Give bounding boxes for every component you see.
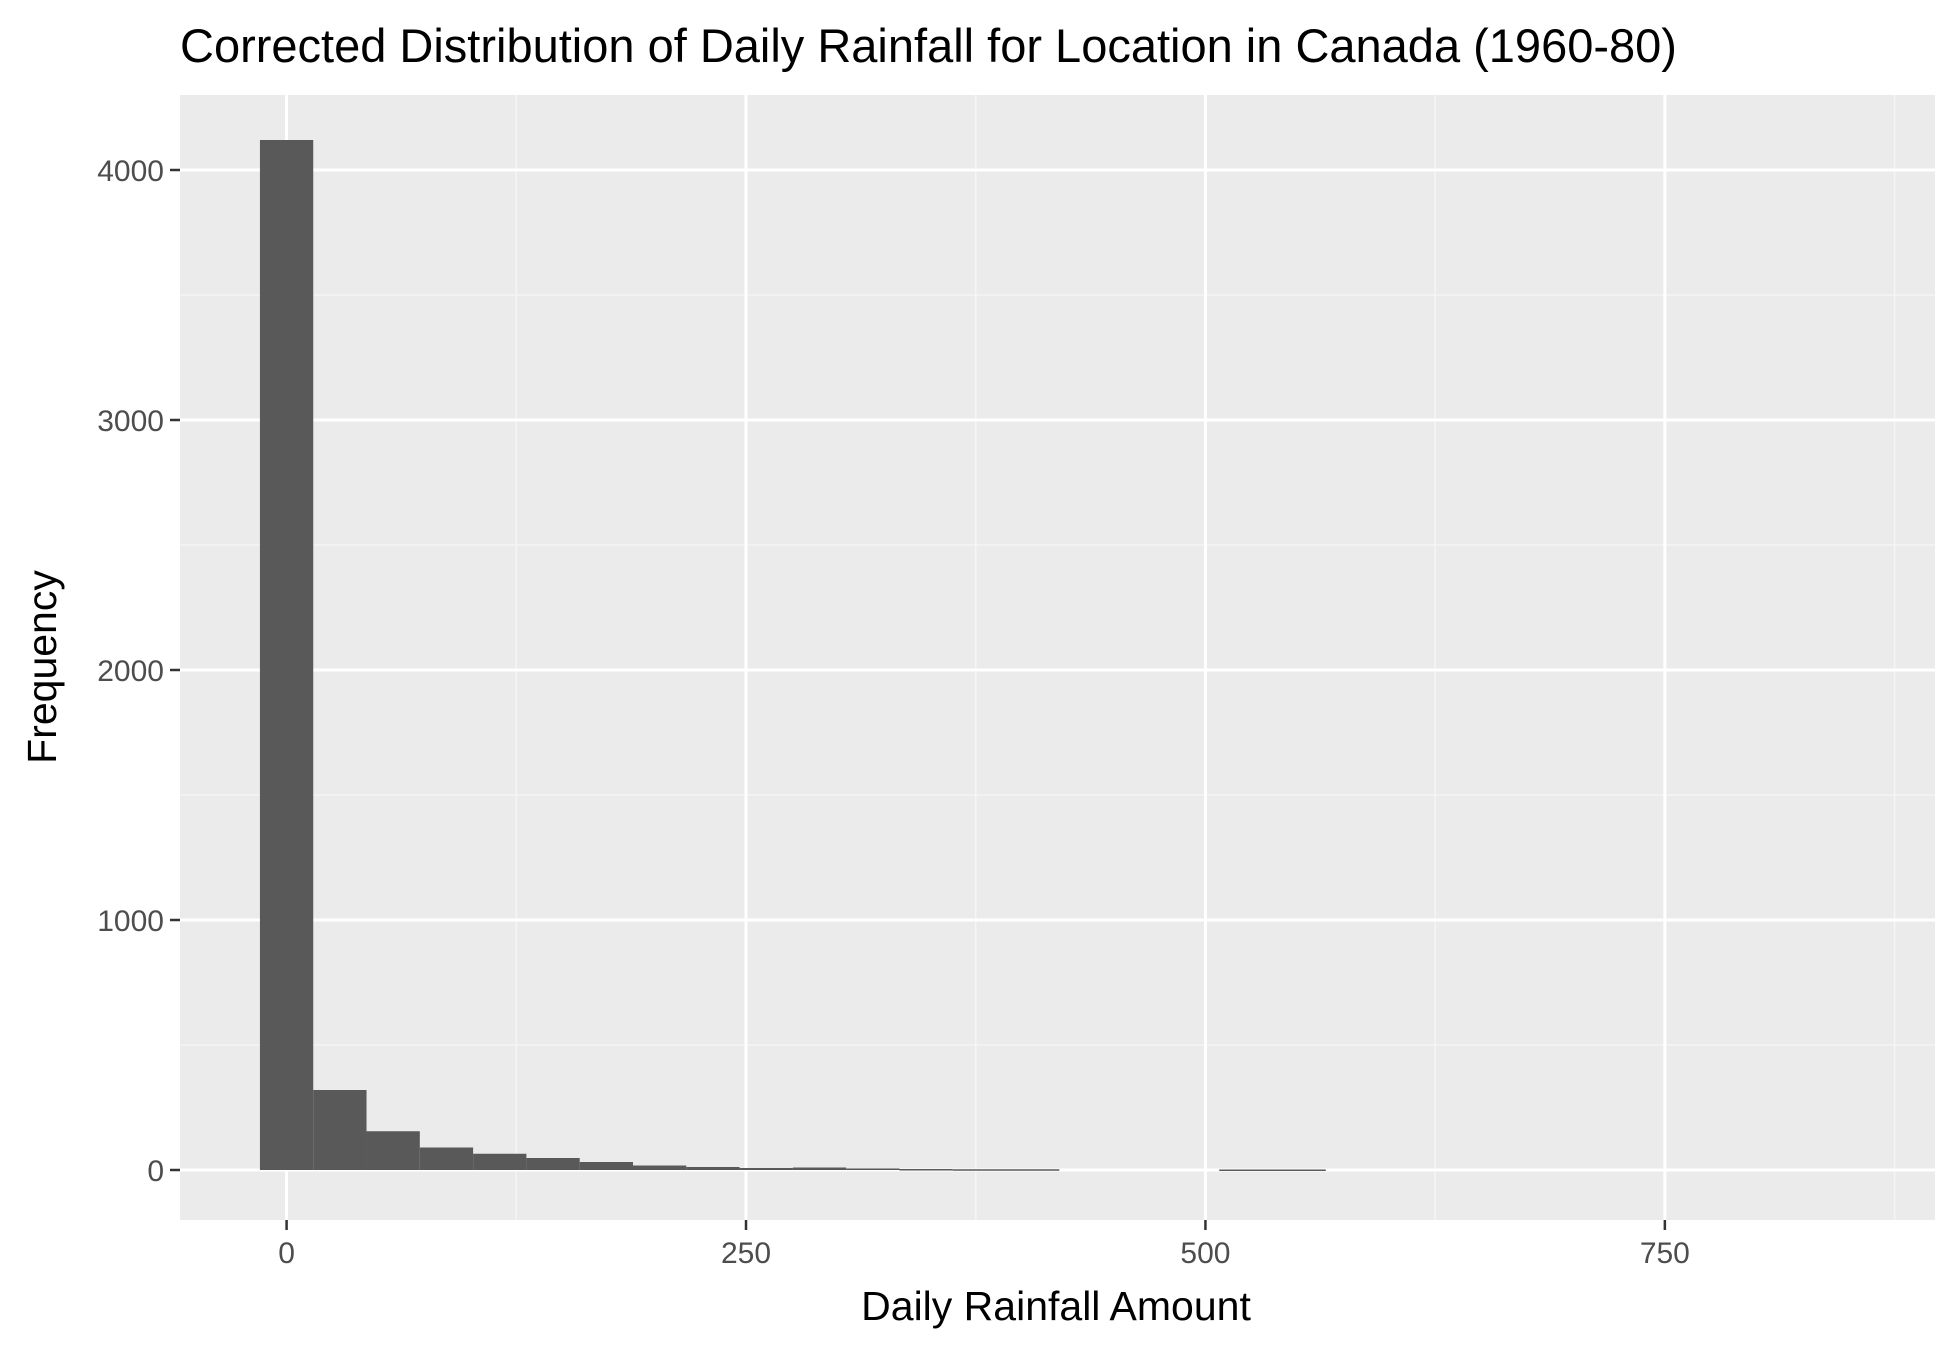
histogram-bar bbox=[846, 1168, 900, 1170]
x-tick-label: 0 bbox=[278, 1237, 295, 1270]
histogram-bar bbox=[792, 1167, 847, 1170]
histogram-bar bbox=[366, 1131, 420, 1170]
histogram-bar bbox=[1272, 1169, 1326, 1171]
plot-panel bbox=[180, 95, 1935, 1220]
x-tick-label: 750 bbox=[1640, 1237, 1690, 1270]
histogram-bar bbox=[313, 1090, 367, 1170]
x-tick-label: 500 bbox=[1180, 1237, 1230, 1270]
histogram-bar bbox=[1006, 1169, 1060, 1171]
y-tick-label: 2000 bbox=[97, 655, 164, 688]
histogram-bar bbox=[579, 1162, 633, 1170]
histogram-bar bbox=[899, 1169, 953, 1171]
x-axis-title: Daily Rainfall Amount bbox=[861, 1283, 1251, 1329]
histogram-bars bbox=[259, 140, 1326, 1171]
histogram-bar bbox=[632, 1165, 687, 1170]
histogram-bar bbox=[952, 1169, 1007, 1171]
y-tick-label: 3000 bbox=[97, 405, 164, 438]
x-tick-label: 250 bbox=[721, 1237, 771, 1270]
histogram-bar bbox=[419, 1147, 474, 1170]
y-tick-label: 4000 bbox=[97, 155, 164, 188]
grid-minor bbox=[180, 95, 1935, 1220]
y-axis: 0 1000 2000 3000 4000 bbox=[97, 155, 180, 1188]
histogram-bar bbox=[473, 1153, 527, 1170]
x-axis: 0 250 500 750 bbox=[278, 1220, 1690, 1270]
y-tick-label: 1000 bbox=[97, 905, 164, 938]
chart-title: Corrected Distribution of Daily Rainfall… bbox=[180, 19, 1677, 72]
histogram-bar bbox=[1219, 1169, 1273, 1171]
y-axis-title: Frequency bbox=[19, 570, 65, 764]
histogram-bar bbox=[686, 1167, 740, 1170]
histogram-bar bbox=[526, 1158, 580, 1170]
y-tick-label: 0 bbox=[147, 1155, 164, 1188]
histogram-bar bbox=[259, 140, 314, 1170]
histogram-bar bbox=[739, 1168, 793, 1170]
